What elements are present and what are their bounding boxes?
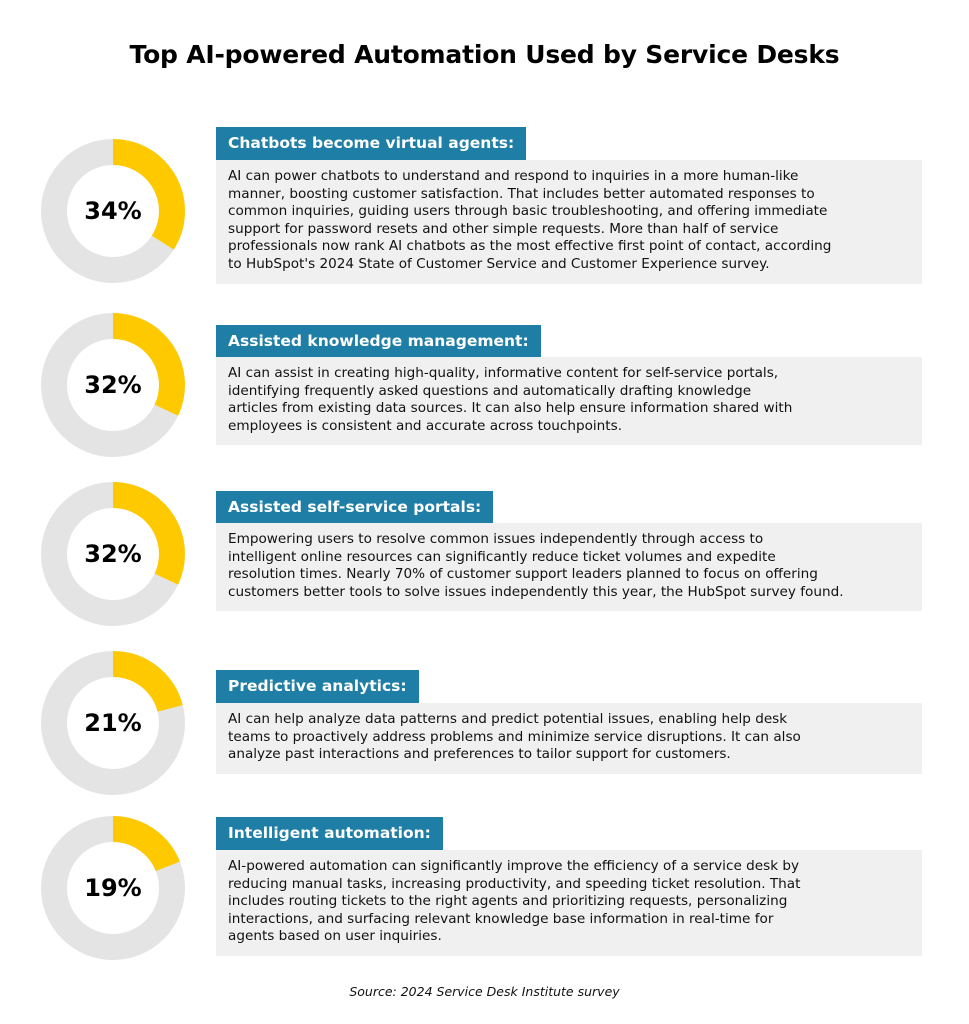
- desc-line: intelligent online resources can signifi…: [228, 548, 776, 565]
- desc-line: resolution times. Nearly 70% of customer…: [228, 566, 818, 583]
- desc-line: to HubSpot's 2024 State of Customer Serv…: [228, 255, 770, 272]
- desc-line: analyze past interactions and preference…: [228, 746, 731, 763]
- desc-line: interactions, and surfacing relevant kno…: [228, 910, 774, 927]
- donut-chart: 34%: [40, 138, 186, 284]
- donut-chart: 19%: [40, 815, 186, 961]
- donut-value-arc: [41, 313, 185, 457]
- desc-line: AI can help analyze data patterns and pr…: [228, 711, 788, 727]
- desc-line: professionals now rank AI chatbots as th…: [228, 238, 832, 255]
- donut-chart: 32%: [40, 481, 186, 627]
- desc-line: AI can assist in creating high-quality, …: [228, 365, 779, 381]
- item-description: AI-powered automation can significantly …: [216, 850, 922, 956]
- desc-line: includes routing tickets to the right ag…: [228, 893, 788, 910]
- percent-label: 34%: [84, 197, 142, 225]
- percent-label: 32%: [84, 540, 142, 568]
- donut-value-arc: [41, 816, 185, 960]
- item-description: AI can power chatbots to understand and …: [216, 160, 922, 284]
- desc-line: reducing manual tasks, increasing produc…: [228, 875, 801, 892]
- donut-value-arc: [41, 482, 185, 626]
- donut-chart: 32%: [40, 312, 186, 458]
- desc-line: AI-powered automation can significantly …: [228, 858, 800, 874]
- source-note: Source: 2024 Service Desk Institute surv…: [349, 984, 620, 999]
- desc-line: common inquiries, guiding users through …: [228, 203, 828, 220]
- desc-line: identifying frequently asked questions a…: [228, 382, 752, 399]
- desc-line: customers better tools to solve issues i…: [228, 583, 844, 600]
- donut-value-arc: [41, 139, 185, 283]
- item-description: Empowering users to resolve common issue…: [216, 523, 922, 612]
- desc-line: employees is consistent and accurate acr…: [228, 417, 623, 434]
- page-title: Top AI-powered Automation Used by Servic…: [129, 40, 840, 69]
- donut-chart: 21%: [40, 650, 186, 796]
- percent-label: 32%: [84, 371, 142, 399]
- desc-line: manner, boosting customer satisfaction. …: [228, 185, 815, 202]
- desc-line: Empowering users to resolve common issue…: [228, 531, 764, 547]
- percent-label: 21%: [84, 709, 142, 737]
- item-description: AI can help analyze data patterns and pr…: [216, 703, 922, 774]
- desc-line: support for password resets and other si…: [228, 220, 779, 237]
- item-heading: Chatbots become virtual agents:: [216, 127, 527, 160]
- desc-line: AI can power chatbots to understand and …: [228, 168, 799, 184]
- donut-value-arc: [41, 651, 185, 795]
- item-heading: Assisted self-service portals:: [216, 491, 494, 524]
- desc-line: articles from existing data sources. It …: [228, 400, 793, 417]
- percent-label: 19%: [84, 874, 142, 902]
- desc-line: teams to proactively address problems an…: [228, 728, 801, 745]
- item-description: AI can assist in creating high-quality, …: [216, 357, 922, 446]
- item-heading: Intelligent automation:: [216, 817, 443, 850]
- desc-line: agents based on user inquiries.: [228, 928, 442, 945]
- item-heading: Predictive analytics:: [216, 670, 419, 703]
- item-heading: Assisted knowledge management:: [216, 325, 541, 358]
